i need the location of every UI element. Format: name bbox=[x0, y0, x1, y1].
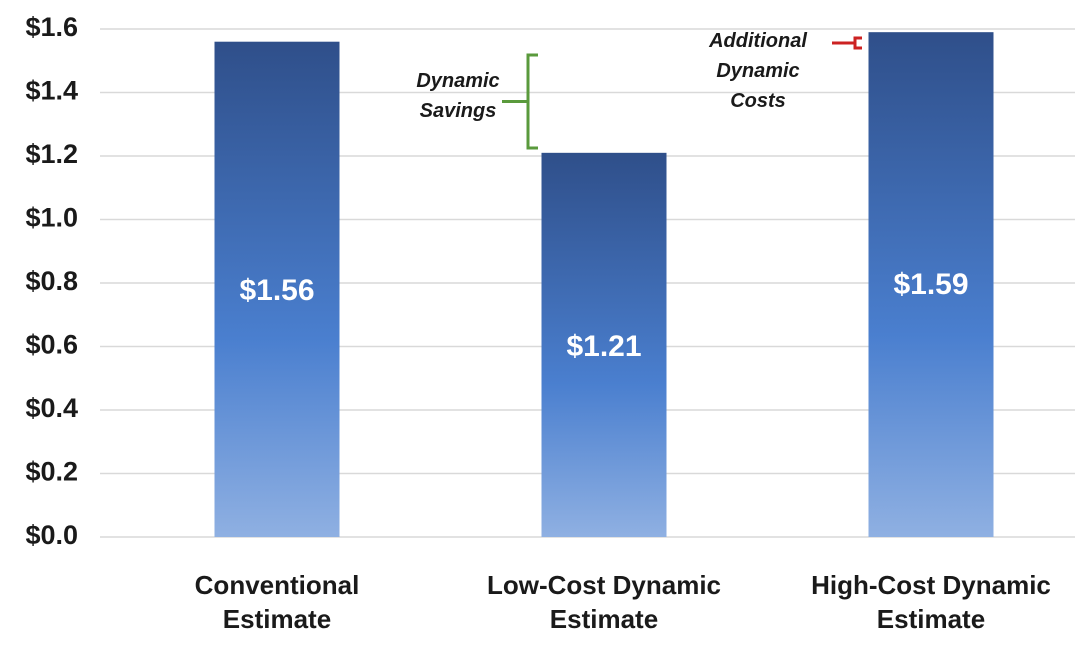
value-label: $1.59 bbox=[893, 268, 968, 301]
y-tick-label: $1.2 bbox=[25, 139, 78, 169]
bracket bbox=[832, 36, 862, 50]
annotation: Additional Dynamic Costs bbox=[709, 30, 807, 112]
bar bbox=[214, 41, 340, 537]
y-tick-label: $1.4 bbox=[25, 76, 78, 106]
bar bbox=[541, 152, 667, 537]
y-tick-label: $1.6 bbox=[25, 12, 78, 42]
y-tick-label: $0.6 bbox=[25, 330, 78, 360]
annotation: Dynamic Savings bbox=[416, 70, 500, 122]
y-tick-label: $1.0 bbox=[25, 203, 78, 233]
y-tick-label: $0.2 bbox=[25, 457, 78, 487]
x-tick-label: Conventional Estimate bbox=[194, 570, 360, 634]
bar bbox=[868, 32, 994, 538]
y-tick-label: $0.0 bbox=[25, 520, 78, 550]
value-label: $1.21 bbox=[566, 330, 641, 363]
bracket bbox=[502, 53, 538, 150]
value-label: $1.56 bbox=[239, 274, 314, 307]
x-tick-label: High-Cost Dynamic Estimate bbox=[811, 570, 1051, 634]
x-tick-label: Low-Cost Dynamic Estimate bbox=[486, 570, 722, 634]
y-tick-label: $0.4 bbox=[25, 393, 78, 423]
y-tick-label: $0.8 bbox=[25, 266, 78, 296]
